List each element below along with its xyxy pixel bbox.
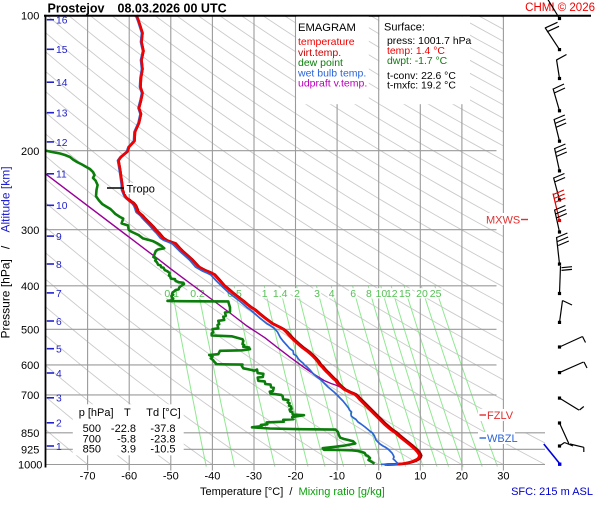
svg-text:SFC: 215 m ASL: SFC: 215 m ASL [511,486,593,498]
svg-text:temperature: temperature [298,36,355,48]
svg-text:10: 10 [376,288,388,300]
svg-text:6: 6 [56,317,62,328]
svg-text:0: 0 [376,470,382,482]
svg-text:6: 6 [350,288,356,300]
svg-text:-40: -40 [204,470,220,482]
svg-text:1: 1 [262,288,268,300]
svg-text:-5.8: -5.8 [117,433,136,445]
svg-text:0.2: 0.2 [190,288,205,300]
svg-text:2: 2 [294,288,300,300]
svg-text:200: 200 [21,146,39,158]
svg-text:500: 500 [21,324,39,336]
svg-text:EMAGRAM: EMAGRAM [298,22,356,34]
svg-text:100: 100 [21,11,39,23]
svg-text:Temperature [°C] / Mixing ra: Temperature [°C] / Mixing ratio [g/kg] [200,486,385,498]
svg-text:wet bulb temp.: wet bulb temp. [297,67,366,79]
svg-text:5: 5 [56,345,62,356]
svg-text:3: 3 [314,288,320,300]
svg-text:1000: 1000 [18,460,42,472]
svg-text:udpraft v.temp.: udpraft v.temp. [298,78,367,90]
svg-text:30: 30 [497,470,509,482]
svg-text:13: 13 [56,109,68,120]
svg-text:600: 600 [21,360,39,372]
svg-text:-10.5: -10.5 [150,444,175,456]
svg-text:Pressure [hPa] / Altitude: Pressure [hPa] / Altitude [km] [0,166,13,338]
svg-text:4: 4 [329,288,335,300]
svg-text:925: 925 [21,444,39,456]
svg-text:3: 3 [56,394,62,405]
svg-text:WBZL: WBZL [487,433,518,445]
svg-text:dwpt: -1.7 °C: dwpt: -1.7 °C [387,56,448,67]
svg-text:8: 8 [366,288,372,300]
svg-text:Tropo: Tropo [127,183,155,195]
svg-text:2: 2 [56,419,62,430]
svg-text:press: 1001.7 hPa: press: 1001.7 hPa [387,36,472,47]
svg-text:-10: -10 [329,470,345,482]
svg-text:-20: -20 [288,470,304,482]
svg-text:850: 850 [21,428,39,440]
svg-text:Prostejov: Prostejov [48,1,105,15]
svg-text:1.4: 1.4 [273,288,288,300]
svg-text:Surface:: Surface: [384,22,425,34]
svg-text:t-mxfc: 19.2 °C: t-mxfc: 19.2 °C [387,81,456,92]
svg-text:FZLV: FZLV [487,410,514,422]
svg-text:11: 11 [56,170,67,181]
svg-text:9: 9 [56,232,62,243]
svg-text:14: 14 [56,78,68,89]
svg-text:-23.8: -23.8 [150,433,175,445]
svg-text:850: 850 [83,444,101,456]
svg-text:-60: -60 [121,470,137,482]
svg-text:500: 500 [83,423,101,435]
svg-text:-37.8: -37.8 [150,423,175,435]
svg-text:-70: -70 [80,470,96,482]
svg-text:400: 400 [21,281,39,293]
svg-text:20: 20 [456,470,468,482]
svg-text:CHMI © 2026: CHMI © 2026 [525,2,595,14]
svg-text:10: 10 [56,201,68,212]
svg-text:4: 4 [56,369,62,380]
svg-text:08.03.2026 00 UTC: 08.03.2026 00 UTC [118,1,227,15]
svg-text:15: 15 [399,288,411,300]
svg-text:25: 25 [430,288,442,300]
svg-text:dew point: dew point [298,57,343,69]
svg-text:-30: -30 [246,470,262,482]
svg-text:Td [°C]: Td [°C] [146,407,180,419]
svg-text:20: 20 [416,288,428,300]
svg-text:16: 16 [56,16,68,27]
svg-text:700: 700 [21,390,39,402]
svg-text:8: 8 [56,260,62,271]
svg-text:-50: -50 [163,470,179,482]
svg-text:300: 300 [21,225,39,237]
svg-text:1: 1 [56,442,62,453]
svg-text:MXWS: MXWS [486,214,520,226]
svg-text:temp: 1.4 °C: temp: 1.4 °C [387,46,445,57]
svg-text:T: T [124,407,131,419]
svg-text:15: 15 [56,45,68,56]
svg-text:12: 12 [56,138,68,149]
svg-text:12: 12 [386,288,398,300]
svg-text:t-conv: 22.6 °C: t-conv: 22.6 °C [387,71,456,82]
svg-text:7: 7 [56,289,62,300]
svg-text:-22.8: -22.8 [111,423,136,435]
svg-text:p [hPa]: p [hPa] [79,407,114,419]
svg-text:3.9: 3.9 [121,444,136,456]
svg-text:700: 700 [83,433,101,445]
svg-text:virt.temp.: virt.temp. [298,47,341,59]
svg-text:10: 10 [414,470,426,482]
